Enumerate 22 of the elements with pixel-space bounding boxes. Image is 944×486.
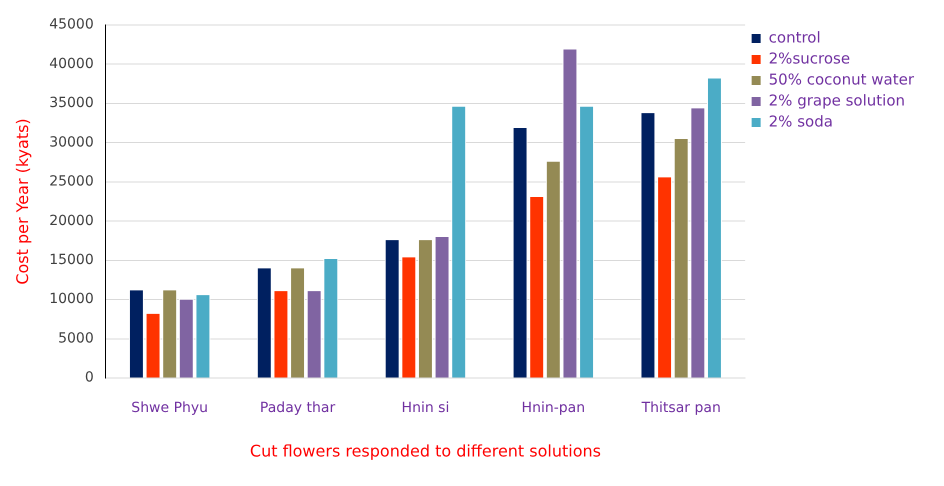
x-tick-label: Hnin-pan [522, 400, 586, 416]
y-tick-label: 20000 [49, 212, 94, 229]
y-tick-label: 40000 [49, 56, 94, 72]
legend-label: 2% soda [768, 112, 833, 130]
x-tick-label: Thitsar pan [640, 400, 721, 416]
y-tick-label: 10000 [49, 291, 94, 308]
y-tick-label: 30000 [49, 134, 94, 150]
x-tick-label: Hnin si [402, 400, 450, 416]
legend-label: 2%sucrose [768, 49, 850, 68]
x-tick-label: Paday thar [260, 400, 336, 416]
y-tick-label: 15000 [49, 252, 94, 268]
x-tick-label: Shwe Phyu [131, 400, 208, 416]
y-tick-label: 45000 [49, 16, 94, 33]
y-tick-label: 25000 [49, 174, 94, 190]
legend-label: control [768, 28, 821, 46]
x-axis-title: Cut flowers responded to different solutions [250, 442, 601, 461]
y-tick-label: 0 [84, 370, 94, 386]
legend-label: 50% coconut water [768, 70, 915, 88]
legend-label: 2% grape solution [768, 91, 906, 110]
y-tick-label: 5000 [58, 330, 94, 346]
y-axis-title: Cost per Year (kyats) [12, 118, 32, 285]
y-tick-label: 35000 [49, 95, 94, 112]
